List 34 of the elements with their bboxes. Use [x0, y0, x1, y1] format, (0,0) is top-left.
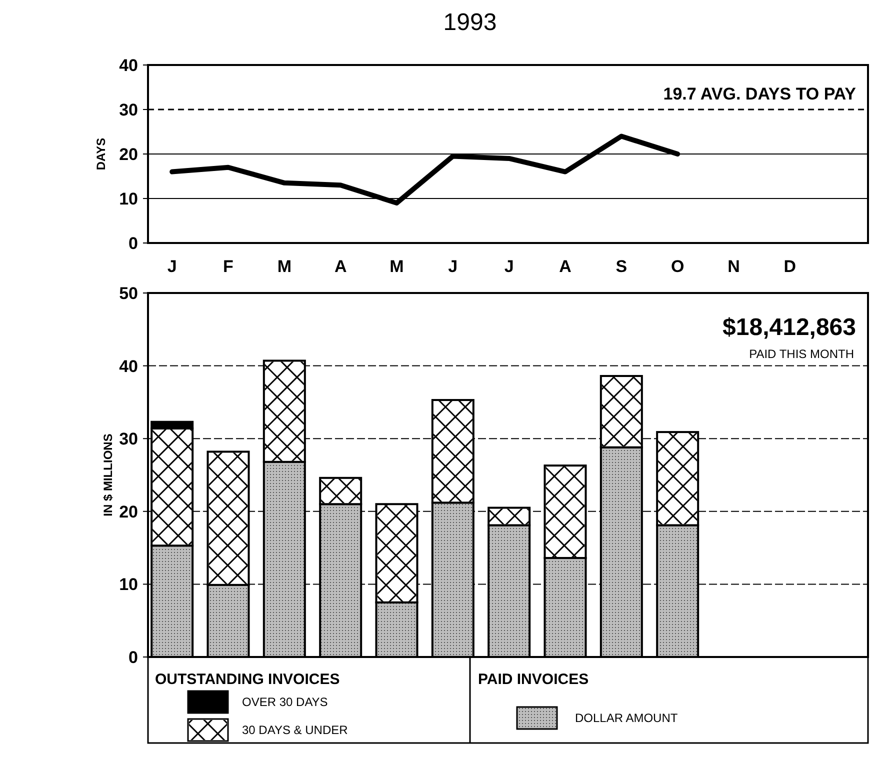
annotation: PAID THIS MONTH	[749, 347, 854, 361]
y-tick-label: 40	[119, 56, 138, 75]
y-tick-label: 30	[119, 100, 138, 120]
x-tick-label: N	[728, 257, 740, 276]
x-tick-label: J	[167, 257, 177, 276]
x-tick-label: M	[390, 257, 404, 276]
y-tick-label: 10	[119, 189, 138, 208]
y-tick-label: 20	[119, 144, 138, 164]
x-tick-label: A	[334, 257, 347, 276]
legend-label: DOLLAR AMOUNT	[575, 711, 678, 726]
y-tick-label: 10	[119, 575, 138, 594]
y-tick-label: 30	[119, 430, 138, 449]
y-axis-title: DAYS	[94, 138, 108, 170]
annotation: $18,412,863	[722, 314, 856, 341]
x-tick-label: M	[277, 257, 292, 276]
y-tick-label: 20	[119, 502, 138, 522]
x-tick-label: A	[559, 257, 572, 276]
y-tick-label: 40	[119, 356, 138, 376]
x-tick-label: S	[616, 257, 628, 276]
text: PAID INVOICES	[478, 671, 589, 688]
y-tick-label: 50	[119, 284, 138, 303]
legend-label: OVER 30 DAYS	[242, 695, 328, 710]
x-tick-label: J	[448, 257, 458, 276]
y-tick-label: 0	[128, 648, 138, 667]
y-tick-label: 0	[128, 234, 138, 253]
annotation: 19.7 AVG. DAYS TO PAY	[663, 84, 857, 104]
x-tick-label: D	[784, 257, 796, 276]
text: OUTSTANDING INVOICES	[155, 671, 340, 688]
legend-label: 30 DAYS & UNDER	[242, 723, 348, 738]
chart-title: 1993	[443, 9, 497, 36]
x-tick-label: O	[670, 257, 684, 276]
y-axis-title: IN $ MILLIONS	[101, 434, 115, 516]
x-tick-label: J	[504, 257, 514, 276]
x-tick-label: F	[223, 257, 234, 276]
